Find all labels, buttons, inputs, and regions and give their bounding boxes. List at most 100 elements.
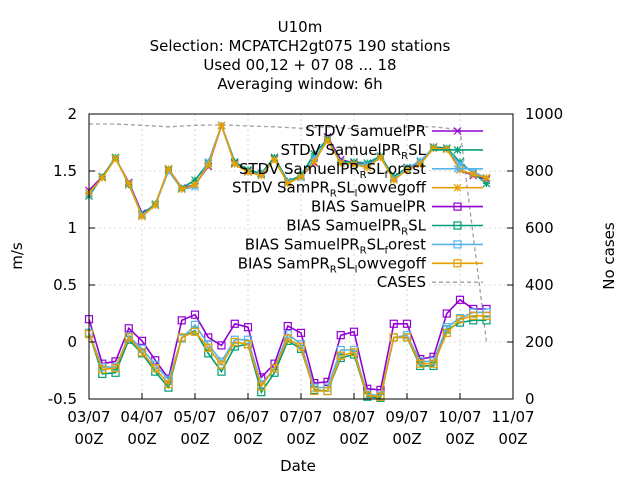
series-7-point-12 [243, 340, 253, 349]
series-1-point-17 [310, 149, 319, 158]
series-3-point-4 [138, 212, 146, 221]
legend-marker-5 [453, 221, 462, 230]
x-axis-label: Date [280, 457, 316, 475]
series-7-point-2 [111, 364, 120, 373]
legend-marker-2 [453, 164, 462, 173]
series-7-point-7 [177, 333, 186, 342]
series-1-point-8 [191, 176, 199, 185]
y2-tick-label-3: 600 [525, 219, 554, 237]
x-tick-label-1: 04/07 [120, 408, 163, 426]
series-4-point-20 [349, 327, 359, 336]
series-3-point-23 [389, 176, 398, 185]
series-3-point-8 [191, 180, 199, 189]
series-3-point-5 [151, 201, 160, 210]
series-7-point-14 [270, 364, 279, 373]
legend-label-8: CASES [377, 273, 426, 291]
y-axis-label: m/s [8, 242, 26, 270]
series-3-point-20 [350, 160, 358, 169]
series-7-point-11 [230, 337, 239, 347]
series-7-point-13 [257, 382, 266, 391]
series-6-point-12 [243, 335, 253, 344]
series-7-point-6 [164, 380, 173, 389]
series-3-point-29 [469, 170, 478, 179]
series-5-point-30 [482, 316, 491, 325]
title-line-3: Used 00,12 + 07 08 ... 18 [203, 56, 396, 74]
title-line-2: Selection: MCPATCH2gt075 190 stations [150, 37, 451, 55]
x-tick-sublabel-5: 00Z [339, 430, 368, 448]
series-7-point-20 [349, 348, 359, 357]
legend-marker-6 [453, 240, 462, 249]
legend-label-6: BIAS SamuelPRRSLforest [245, 235, 426, 256]
series-7-point-23 [389, 333, 398, 342]
y-tick-label-5: 2 [67, 105, 77, 123]
legend-marker-1 [453, 145, 462, 154]
series-3-point-9 [204, 161, 213, 170]
series-3-point-1 [98, 173, 107, 182]
series-7-point-1 [98, 365, 107, 374]
series-3-point-15 [283, 179, 292, 188]
y-axis-left: -0.5 0 0.5 1 1.5 2 [48, 105, 95, 408]
series-3-point-22 [376, 153, 385, 162]
series-4-point-24 [402, 319, 412, 328]
series-7-point-27 [442, 328, 451, 337]
series-3-point-25 [416, 160, 425, 169]
series-4-point-15 [283, 321, 292, 331]
x-tick-sublabel-4: 00Z [286, 430, 315, 448]
cases-series [89, 123, 488, 343]
series-3-point-6 [164, 164, 173, 173]
y-tick-label-1: 0 [67, 333, 77, 351]
series-3-point-7 [177, 185, 186, 194]
y-tick-label-4: 1.5 [53, 162, 77, 180]
series-3-point-13 [257, 171, 266, 180]
series-1-point-30 [482, 179, 491, 188]
series-3-point-14 [270, 155, 279, 164]
series-6-point-19 [336, 345, 345, 355]
series-6-point-15 [283, 329, 292, 339]
legend-marker-7 [453, 259, 462, 268]
y-tick-label-0: -0.5 [48, 390, 77, 408]
y2-axis-label: No cases [600, 222, 618, 290]
series-7-point-22 [376, 392, 385, 401]
legend-label-4: BIAS SamuelPR [311, 198, 426, 216]
series-7-point-9 [204, 343, 213, 352]
series-5-point-2 [111, 368, 120, 377]
legend-label-7: BIAS SamPRRSLlowvegoff [238, 254, 427, 275]
series-3-point-16 [297, 172, 305, 181]
x-tick-sublabel-8: 00Z [498, 430, 527, 448]
series-7-point-5 [151, 364, 160, 373]
legend-label-0: STDV SamuelPR [305, 122, 426, 140]
chart-title: U10m Selection: MCPATCH2gt075 190 statio… [150, 18, 451, 93]
x-tick-label-7: 10/07 [438, 408, 481, 426]
series-4-point-12 [243, 323, 253, 332]
x-tick-sublabel-0: 00Z [74, 430, 103, 448]
y-axis-right: 0 200 400 600 800 1000 [507, 105, 563, 408]
y2-tick-label-4: 800 [525, 162, 554, 180]
y2-tick-label-2: 400 [525, 276, 554, 294]
series-3-point-2 [111, 154, 120, 163]
legend-marker-0 [453, 127, 462, 135]
series-7-point-10 [217, 360, 226, 369]
series-7-point-17 [310, 386, 319, 396]
series-4-point-4 [137, 336, 147, 345]
series-7-point-28 [455, 315, 465, 324]
series-3-point-11 [230, 160, 239, 169]
x-tick-sublabel-3: 00Z [233, 430, 262, 448]
x-tick-sublabel-2: 00Z [180, 430, 209, 448]
cases-line [89, 123, 488, 343]
series-3-point-26 [429, 144, 438, 153]
y2-tick-label-5: 1000 [525, 105, 563, 123]
legend-label-5: BIAS SamuelPRRSL [286, 217, 426, 238]
data-series [84, 121, 491, 402]
series-5-point-13 [257, 388, 266, 397]
series-7-line [88, 314, 487, 398]
series-4-point-3 [124, 324, 133, 333]
x-tick-sublabel-7: 00Z [445, 430, 474, 448]
series-4-point-19 [336, 331, 345, 340]
series-7-point-25 [416, 359, 425, 368]
series-3-point-24 [403, 165, 411, 174]
x-tick-sublabel-1: 00Z [127, 430, 156, 448]
series-7-point-15 [283, 334, 292, 343]
series-7-point-30 [482, 311, 491, 320]
series-5-point-29 [469, 316, 478, 325]
